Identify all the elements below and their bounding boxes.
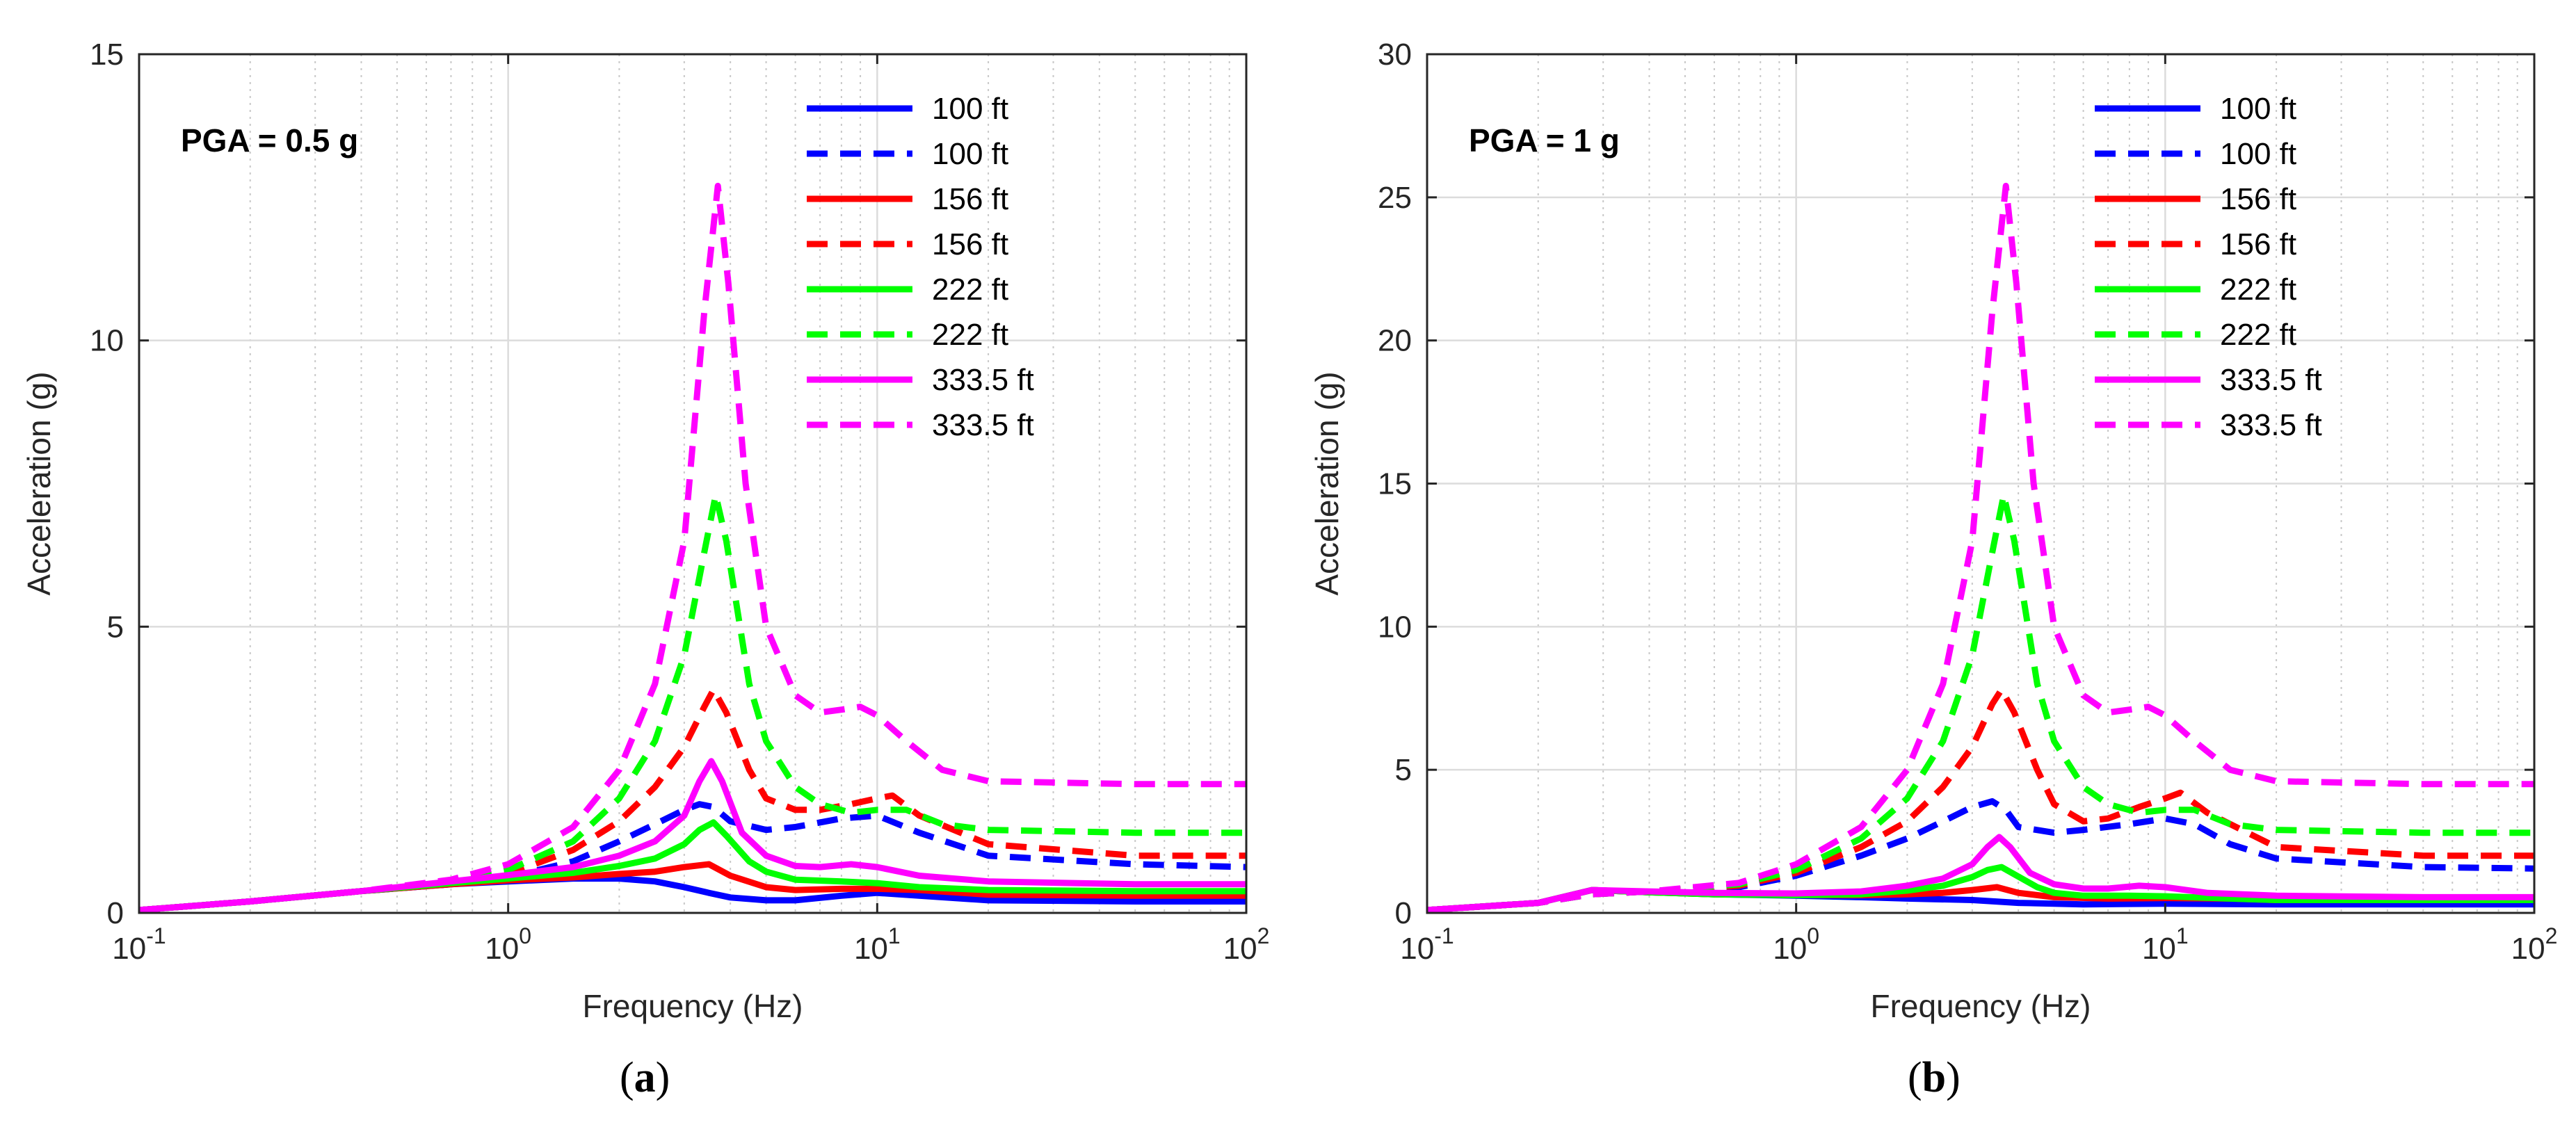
series-line-7 xyxy=(139,758,1246,913)
x-tick-label: 102 xyxy=(1223,923,1270,966)
x-tick-exponent: -1 xyxy=(1434,923,1454,948)
x-tick-base: 10 xyxy=(854,932,888,966)
legend-entry-2: 100 ft xyxy=(932,137,1008,171)
y-axis-label: Acceleration (g) xyxy=(1309,371,1345,595)
legend: 100 ft 100 ft 156 ft 156 ft 222 ft 222 ft 333.… xyxy=(2095,92,2322,442)
legend-entry-1: 100 ft xyxy=(2220,92,2296,126)
y-tick-label: 15 xyxy=(90,38,124,72)
x-tick-base: 10 xyxy=(2511,932,2545,966)
legend-entry-7: 333.5 ft xyxy=(2220,363,2322,397)
y-tick-label: 30 xyxy=(1378,38,1412,72)
series-line-6 xyxy=(139,492,1246,913)
series-line-6 xyxy=(1427,492,2534,913)
x-tick-base: 10 xyxy=(485,932,519,966)
legend-entry-3: 156 ft xyxy=(2220,182,2296,216)
plot-area xyxy=(139,54,1246,913)
y-tick-label: 10 xyxy=(90,324,124,358)
legend-entry-3: 156 ft xyxy=(932,182,1008,216)
legend-entry-5: 222 ft xyxy=(932,273,1008,307)
panel-label-b: (b) xyxy=(1908,1054,1961,1101)
series-group xyxy=(1427,182,2534,913)
legend-entry-8: 333.5 ft xyxy=(2220,408,2322,442)
y-tick-label: 5 xyxy=(1395,753,1412,787)
x-axis-label: Frequency (Hz) xyxy=(583,988,803,1024)
x-tick-label: 10-1 xyxy=(1400,923,1454,966)
x-tick-base: 10 xyxy=(1773,932,1807,966)
x-tick-label: 101 xyxy=(2142,923,2189,966)
x-tick-exponent: 1 xyxy=(888,923,901,948)
series-line-7 xyxy=(1427,834,2534,913)
series-line-8 xyxy=(139,182,1246,913)
legend-entry-4: 156 ft xyxy=(932,227,1008,261)
x-tick-exponent: 2 xyxy=(1257,923,1270,948)
x-axis-label: Frequency (Hz) xyxy=(1871,988,2091,1024)
x-tick-exponent: -1 xyxy=(146,923,166,948)
pga-annotation: PGA = 1 g xyxy=(1469,122,1620,159)
series-line-2 xyxy=(139,801,1246,913)
legend-entry-7: 333.5 ft xyxy=(932,363,1034,397)
x-tick-label: 101 xyxy=(854,923,901,966)
series-line-8 xyxy=(1427,182,2534,913)
x-tick-label: 102 xyxy=(2511,923,2558,966)
x-tick-base: 10 xyxy=(1223,932,1257,966)
series-line-4 xyxy=(1427,686,2534,913)
axes-box xyxy=(138,53,1248,914)
legend-entry-5: 222 ft xyxy=(2220,273,2296,307)
legend-entry-1: 100 ft xyxy=(932,92,1008,126)
y-axis-label: Acceleration (g) xyxy=(21,371,57,595)
legend-entry-4: 156 ft xyxy=(2220,227,2296,261)
y-tick-label: 0 xyxy=(107,896,124,930)
y-tick-label: 10 xyxy=(1378,610,1412,644)
chart-panel-a: 0 5 10 15 10-1 100 101 102 Frequency (Hz) Acceler… xyxy=(21,38,1270,1101)
y-tick-label: 20 xyxy=(1378,324,1412,358)
x-tick-exponent: 2 xyxy=(2545,923,2558,948)
chart-panel-b: 0 5 10 15 20 25 30 10-1 100 101 102 Frequency (Hz) A… xyxy=(1288,0,2576,1134)
x-tick-exponent: 0 xyxy=(1807,923,1819,948)
tick-marks xyxy=(1426,53,2536,914)
legend-entry-2: 100 ft xyxy=(2220,137,2296,171)
x-tick-exponent: 0 xyxy=(519,923,531,948)
tick-marks xyxy=(138,53,1248,914)
panel-label-a: (a) xyxy=(620,1054,670,1101)
pga-annotation: PGA = 0.5 g xyxy=(181,122,358,159)
x-tick-exponent: 1 xyxy=(2176,923,2189,948)
legend-entry-8: 333.5 ft xyxy=(932,408,1034,442)
x-tick-label: 100 xyxy=(1773,923,1819,966)
y-tick-label: 5 xyxy=(107,610,124,644)
x-tick-base: 10 xyxy=(112,932,146,966)
y-tick-label: 0 xyxy=(1395,896,1412,930)
x-tick-label: 100 xyxy=(485,923,531,966)
y-tick-label: 25 xyxy=(1378,181,1412,215)
series-group xyxy=(139,182,1246,913)
legend-entry-6: 222 ft xyxy=(932,318,1008,352)
legend-entry-6: 222 ft xyxy=(2220,318,2296,352)
x-tick-label: 10-1 xyxy=(112,923,166,966)
legend: 100 ft 100 ft 156 ft 156 ft 222 ft 222 ft 333.… xyxy=(807,92,1034,442)
x-tick-base: 10 xyxy=(1400,932,1434,966)
y-tick-label: 15 xyxy=(1378,467,1412,501)
x-tick-base: 10 xyxy=(2142,932,2176,966)
